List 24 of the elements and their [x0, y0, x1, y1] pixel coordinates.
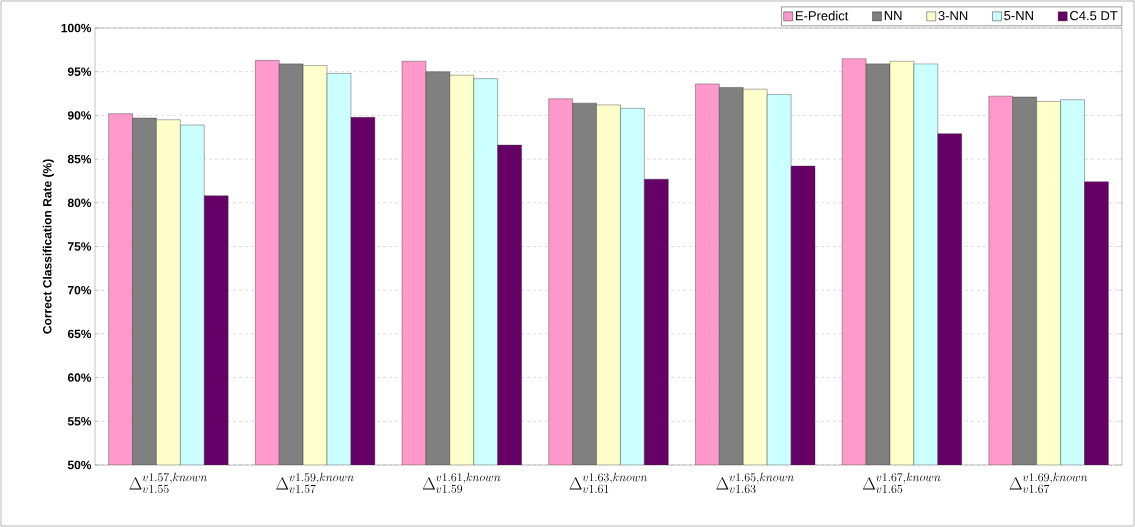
- legend-label: NN: [884, 11, 902, 21]
- x-tick-label: $\Delta^{v1.67,known}_{v1.65}$: [863, 472, 941, 494]
- x-tick-label: $\Delta^{v1.69,known}_{v1.67}$: [1009, 472, 1088, 494]
- x-tick-label: $\Delta^{v1.63,known}_{v1.61}$: [569, 472, 648, 494]
- x-tick-label: $\Delta^{v1.61,known}_{v1.59}$: [422, 472, 501, 494]
- y-tick-label: 70%: [67, 285, 92, 295]
- x-tick-label: $\Delta^{v1.65,known}_{v1.63}$: [716, 472, 794, 494]
- y-tick-label: 65%: [67, 329, 92, 339]
- y-tick-label: 50%: [67, 460, 92, 470]
- y-tick-label: 85%: [67, 154, 92, 164]
- y-tick-label: 60%: [67, 373, 92, 382]
- y-tick-label: 95%: [67, 67, 92, 76]
- y-tick-label: 100%: [61, 23, 92, 33]
- legend-label: 5-NN: [1004, 11, 1033, 21]
- legend-label: C4.5 DT: [1070, 11, 1118, 21]
- y-tick-label: 80%: [67, 198, 92, 208]
- y-tick-label: 90%: [67, 111, 92, 120]
- legend-label: 3-NN: [938, 11, 968, 21]
- x-tick-label: $\Delta^{v1.57,known}_{v1.55}$: [129, 472, 207, 494]
- y-tick-label: 55%: [67, 417, 92, 426]
- legend-label: E-Predict: [795, 10, 849, 21]
- y-tick-label: 75%: [67, 242, 92, 251]
- x-tick-label: $\Delta^{v1.59,known}_{v1.57}$: [276, 472, 354, 494]
- y-axis-title: Correct Classification Rate (%): [42, 159, 54, 334]
